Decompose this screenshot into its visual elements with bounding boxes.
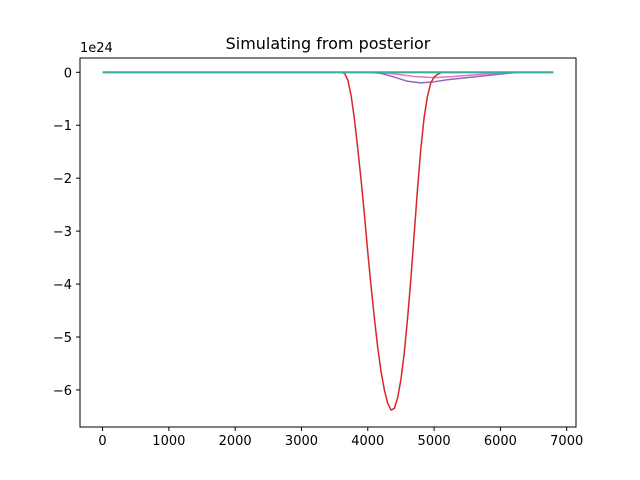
x-tick-label: 0 (98, 434, 106, 449)
y-axis-offset-label: 1e24 (80, 41, 113, 56)
series-line-9 (102, 71, 554, 411)
x-tick-label: 3000 (285, 434, 318, 449)
x-tick-label: 7000 (550, 434, 583, 449)
y-tick-label: −4 (53, 278, 72, 293)
x-tick-label: 1000 (152, 434, 185, 449)
x-tick-label: 4000 (351, 434, 384, 449)
y-tick-label: 0 (64, 66, 72, 81)
y-tick-label: −2 (53, 172, 72, 187)
plot-area: 0 1000 2000 3000 4000 5000 6000 7000 0 −1 −2 −3 −4 −5… (53, 57, 583, 449)
y-tick-label: −1 (53, 119, 72, 134)
y-tick-label: −6 (53, 384, 72, 399)
x-tick-label: 2000 (219, 434, 252, 449)
x-tick-label: 6000 (484, 434, 517, 449)
axes-background (80, 58, 576, 427)
y-tick-label: −5 (53, 331, 72, 346)
axes-frame (79, 57, 577, 428)
chart-title: Simulating from posterior (226, 34, 431, 53)
y-tick-label: −3 (53, 225, 72, 240)
x-tick-label: 5000 (418, 434, 451, 449)
